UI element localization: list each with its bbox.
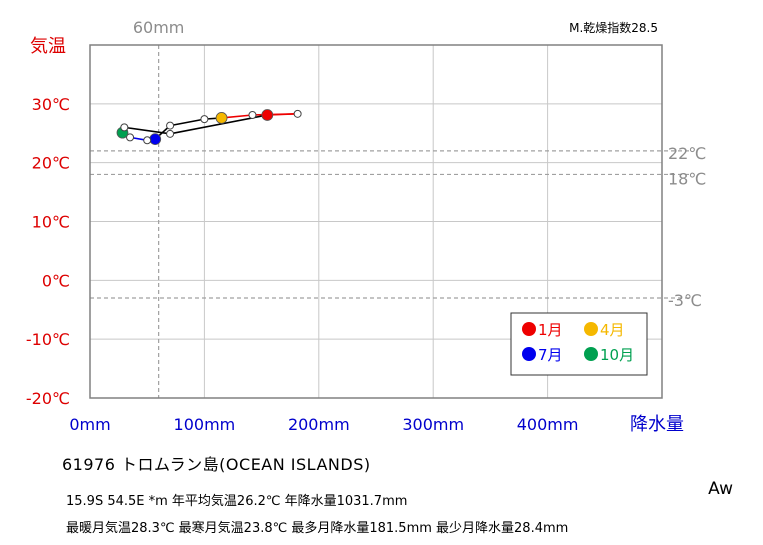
y-tick-label: -10℃ bbox=[26, 330, 70, 349]
climograph-series bbox=[116, 109, 302, 146]
station-summary-line2: 最暖月気温28.3℃ 最寒月気温23.8℃ 最多月降水量181.5mm 最少月降… bbox=[66, 521, 569, 536]
x-tick-label: 0mm bbox=[69, 415, 110, 434]
x-tick-label: 300mm bbox=[402, 415, 464, 434]
legend-box bbox=[510, 312, 648, 376]
series-segment bbox=[124, 126, 171, 135]
plot-frame bbox=[89, 44, 663, 399]
x-tick-labels: 0mm 100mm 200mm 300mm 400mm bbox=[69, 415, 578, 434]
month-point bbox=[293, 109, 302, 118]
station-summary-line1: 15.9S 54.5E *m 年平均気温26.2℃ 年降水量1031.7mm bbox=[66, 494, 408, 509]
reference-label-temp: 18℃ bbox=[668, 169, 706, 188]
month-point bbox=[126, 133, 135, 142]
legend: 1月 4月 7月 10月 bbox=[510, 312, 648, 376]
month-point bbox=[166, 129, 175, 138]
station-name: 61976 トロムラン島(OCEAN ISLANDS) bbox=[62, 455, 371, 474]
month-point bbox=[166, 121, 175, 130]
legend-swatch bbox=[522, 347, 536, 361]
climate-classification: Aw bbox=[708, 479, 733, 499]
month-point-highlight bbox=[149, 133, 162, 146]
reference-label-precip: 60mm bbox=[133, 18, 185, 37]
legend-label: 7月 bbox=[538, 346, 563, 364]
legend-label: 10月 bbox=[600, 346, 634, 364]
y-axis-label: 気温 bbox=[30, 36, 66, 57]
month-point bbox=[200, 115, 209, 124]
y-tick-label: 0℃ bbox=[42, 271, 70, 290]
grid bbox=[90, 45, 662, 398]
y-tick-label: 30℃ bbox=[32, 95, 70, 114]
legend-label: 4月 bbox=[600, 321, 625, 339]
reference-label-temp: -3℃ bbox=[668, 291, 702, 310]
reference-label-temp: 22℃ bbox=[668, 144, 706, 163]
series-segment bbox=[252, 113, 298, 116]
x-axis-label: 降水量 bbox=[630, 414, 684, 435]
y-tick-label: 20℃ bbox=[32, 154, 70, 173]
legend-swatch bbox=[522, 322, 536, 336]
series-segment bbox=[169, 118, 205, 127]
legend-swatch bbox=[584, 322, 598, 336]
x-tick-label: 200mm bbox=[288, 415, 350, 434]
x-tick-label: 400mm bbox=[517, 415, 579, 434]
legend-label: 1月 bbox=[538, 321, 563, 339]
y-tick-labels: 30℃ 20℃ 10℃ 0℃ -10℃ -20℃ bbox=[26, 95, 70, 408]
climate-chart: 60mm 22℃ 18℃ -3℃ 30℃ 20℃ 10℃ 0℃ -10℃ -20℃ 0mm 100… bbox=[26, 18, 706, 435]
month-point bbox=[248, 111, 257, 120]
y-tick-label: 10℃ bbox=[32, 213, 70, 232]
legend-swatch bbox=[584, 347, 598, 361]
dryness-index: M.乾燥指数28.5 bbox=[569, 20, 658, 35]
month-point-highlight bbox=[215, 112, 228, 124]
month-point-highlight bbox=[261, 109, 274, 121]
reference-lines: 60mm 22℃ 18℃ -3℃ bbox=[90, 18, 706, 398]
month-point bbox=[143, 136, 152, 145]
x-tick-label: 100mm bbox=[174, 415, 236, 434]
y-tick-label: -20℃ bbox=[26, 389, 70, 408]
month-point bbox=[120, 123, 129, 132]
